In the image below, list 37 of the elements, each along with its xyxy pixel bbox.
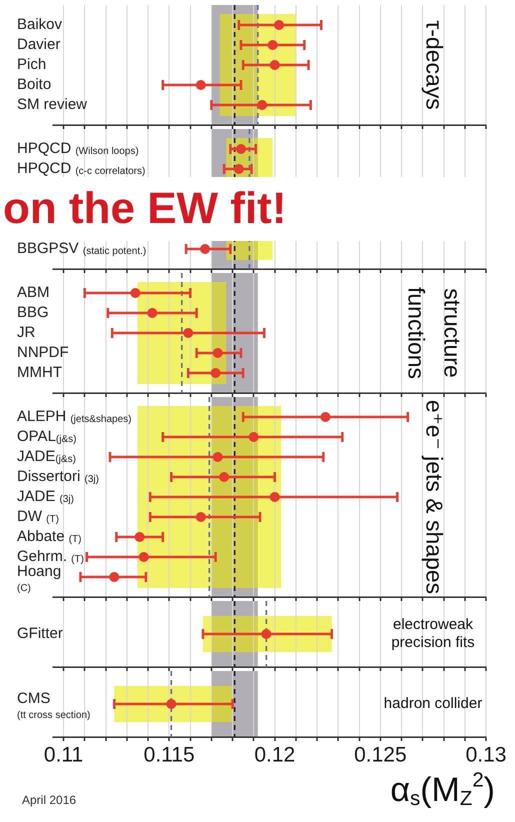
y-tick-label: OPAL(j&s) — [17, 428, 76, 446]
y-tick-label: Pich — [17, 56, 46, 74]
x-tick-label: 0.11 — [44, 743, 84, 766]
y-tick-label: BBG — [17, 304, 49, 322]
y-tick-label: Hoang (C) — [17, 563, 62, 594]
y-tick-label: Dissertori (3j) — [17, 468, 99, 486]
x-axis-title: α$_{s}$(M$_{Z}$$^{2}$) — [390, 770, 495, 810]
y-tick-label: JADE(j&s) — [17, 448, 76, 466]
y-tick-label: NNPDF — [17, 344, 69, 362]
y-tick-label: BBGPSV (static potent.) — [17, 240, 146, 258]
annotation: electroweak precision fits — [391, 616, 475, 652]
annotation: τ-decays — [422, 20, 448, 110]
y-tick-label: DW (T) — [17, 508, 59, 526]
text: April 2016 — [22, 793, 76, 808]
annotation: e⁺e⁻ jets & shapes — [422, 400, 448, 594]
y-tick-label: CMS (tt cross section) — [17, 690, 90, 721]
y-tick-label: Davier — [17, 36, 60, 54]
y-tick-label: JADE (3j) — [17, 488, 74, 506]
x-tick-label: 0.125 — [354, 743, 407, 766]
text: on the EW fit! — [3, 183, 286, 235]
y-tick-label: GFitter — [17, 625, 63, 642]
annotation: structure functions — [404, 286, 466, 380]
y-tick-label: ALEPH (jets&shapes) — [17, 408, 132, 426]
y-tick-label: Boito — [17, 76, 52, 94]
x-tick-label: 0.115 — [144, 743, 195, 766]
y-tick-label: Abbate (T) — [17, 528, 82, 546]
y-tick-label: SM review — [17, 96, 88, 114]
y-tick-label: HPQCD (Wilson loops) — [17, 140, 139, 158]
annotation: hadron collider — [384, 695, 482, 712]
y-tick-label: Gehrm. (T) — [17, 548, 84, 566]
y-tick-label: Baikov — [17, 16, 63, 34]
y-tick-label: HPQCD (c-c correlators) — [17, 160, 146, 178]
y-tick-label: MMHT — [17, 364, 62, 382]
y-tick-label: ABM — [17, 284, 50, 302]
x-tick-label: 0.13 — [466, 743, 506, 766]
x-tick-label: 0.12 — [254, 743, 296, 766]
y-tick-label: JR — [17, 324, 36, 342]
